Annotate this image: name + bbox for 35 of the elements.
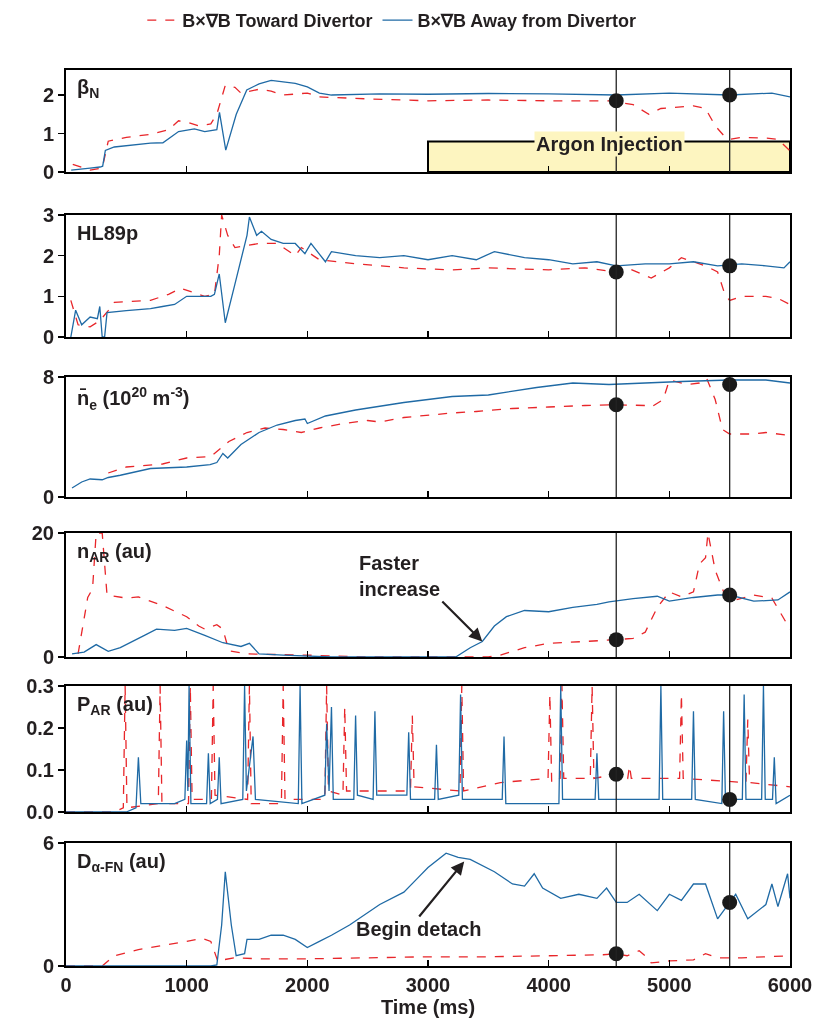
y-tick-label: 0 xyxy=(42,646,54,668)
y-tick-label: 0 xyxy=(42,161,54,183)
band-label: Argon Injection xyxy=(536,133,683,155)
y-tick-label: 20 xyxy=(31,522,54,544)
y-tick-label: 2 xyxy=(42,244,54,267)
y-axis-title: β$_{N}$ xyxy=(77,76,100,102)
annotation: Faster increase xyxy=(359,552,441,600)
y-tick-label: 8 xyxy=(42,366,54,388)
annotation: Begin detach xyxy=(356,918,482,940)
y-tick-label: 1 xyxy=(42,285,54,308)
y-axis-title: n$_{AR}$ (au) xyxy=(77,540,152,566)
x-tick-label: 0 xyxy=(60,974,72,996)
x-tick-label: 1000 xyxy=(164,974,209,996)
y-tick-label: 0 xyxy=(42,955,54,977)
y-tick-label: 6 xyxy=(42,832,54,854)
y-axis-title: D$_{α-FN}$ (au) xyxy=(77,850,166,876)
y-tick-label: 1 xyxy=(42,122,54,145)
y-tick-label: 0 xyxy=(42,326,54,348)
x-tick-label: 4000 xyxy=(526,974,571,996)
x-tick-label: 6000 xyxy=(767,974,813,996)
legend-label: B×∇B Away from Divertor xyxy=(417,11,637,32)
y-tick-label: 0 xyxy=(42,486,54,508)
y-tick-label: 3 xyxy=(42,204,54,226)
x-tick-label: 3000 xyxy=(405,974,451,996)
x-tick-label: 5000 xyxy=(647,974,692,996)
y-tick-label: 0.1 xyxy=(26,759,54,781)
y-tick-label: 0.3 xyxy=(26,675,54,697)
x-axis-title: Time (ms) xyxy=(380,996,476,1018)
x-tick-label: 2000 xyxy=(285,974,330,996)
y-axis-title: HL89p xyxy=(77,222,139,244)
y-tick-label: 2 xyxy=(42,84,54,107)
y-axis-title: n̄$_{e}$ (10$^{20}$ m$^{-3}$) xyxy=(77,384,190,413)
legend-label: B×∇B Toward Divertor xyxy=(182,11,373,32)
y-tick-label: 0.2 xyxy=(26,717,54,739)
y-tick-label: 0.0 xyxy=(26,801,54,823)
